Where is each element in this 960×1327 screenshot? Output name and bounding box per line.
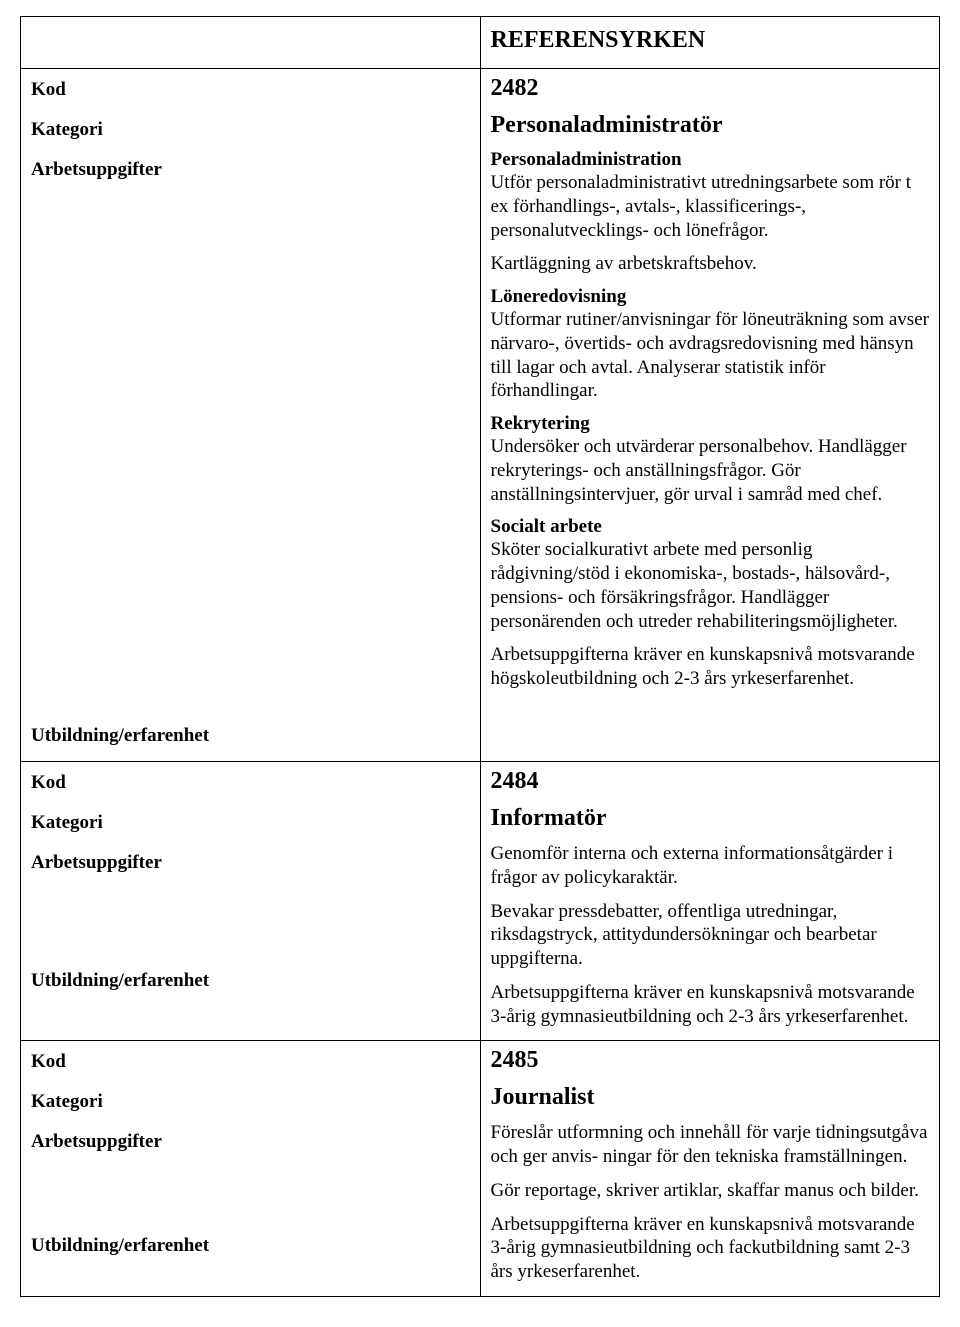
entry-1-utbildning: Arbetsuppgifterna kräver en kunskapsnivå… xyxy=(491,981,930,1029)
header-left-cell xyxy=(21,17,481,69)
entry-1-sec-0-body: Genomför interna och externa information… xyxy=(491,842,930,890)
entry-0-sec-3-heading: Rekrytering xyxy=(491,413,930,435)
entry-2-sec-0-body: Föreslår utformning och innehåll för var… xyxy=(491,1121,930,1169)
entry-2-kategori: Journalist xyxy=(491,1084,930,1111)
entry-2-left: Kod Kategori Arbetsuppgifter Utbildning/… xyxy=(21,1041,481,1297)
entry-0-sec-4-heading: Socialt arbete xyxy=(491,516,930,538)
label-kategori: Kategori xyxy=(31,812,470,834)
entry-2-utbildning: Arbetsuppgifterna kräver en kunskapsnivå… xyxy=(491,1213,930,1284)
entry-0-sec-2-heading: Löneredovisning xyxy=(491,286,930,308)
entry-2-kod: 2485 xyxy=(491,1047,930,1074)
entry-0-utbildning: Arbetsuppgifterna kräver en kunskapsnivå… xyxy=(491,643,930,691)
entry-1-right: 2484 Informatör Genomför interna och ext… xyxy=(480,762,940,1041)
entry-1-sec-1-body: Bevakar pressdebatter, offentliga utredn… xyxy=(491,900,930,971)
label-kategori: Kategori xyxy=(31,1091,470,1113)
entry-0-sec-4-body: Sköter socialkurativt arbete med personl… xyxy=(491,538,930,633)
label-kod: Kod xyxy=(31,79,470,101)
label-utbildning: Utbildning/erfarenhet xyxy=(31,725,470,747)
entry-0-sec-2-body: Utformar rutiner/anvisningar för löneutr… xyxy=(491,308,930,403)
entry-0-sec-1-body: Kartläggning av arbetskraftsbehov. xyxy=(491,252,930,276)
entry-0-kategori: Personaladministratör xyxy=(491,112,930,139)
label-arbetsuppgifter: Arbetsuppgifter xyxy=(31,1131,470,1153)
reference-occupations-table: REFERENSYRKEN Kod Kategori Arbetsuppgift… xyxy=(20,16,940,1297)
entry-2-sec-1-body: Gör reportage, skriver artiklar, skaffar… xyxy=(491,1179,930,1203)
entry-2-right: 2485 Journalist Föreslår utformning och … xyxy=(480,1041,940,1297)
entry-0-sec-3-body: Undersöker och utvärderar personalbehov.… xyxy=(491,435,930,506)
entry-0-kod: 2482 xyxy=(491,75,930,102)
page-title: REFERENSYRKEN xyxy=(491,21,930,60)
label-utbildning: Utbildning/erfarenhet xyxy=(31,970,470,992)
label-kod: Kod xyxy=(31,1051,470,1073)
label-arbetsuppgifter: Arbetsuppgifter xyxy=(31,852,470,874)
label-utbildning: Utbildning/erfarenhet xyxy=(31,1235,470,1257)
entry-0-left: Kod Kategori Arbetsuppgifter Utbildning/… xyxy=(21,69,481,762)
entry-1-kod: 2484 xyxy=(491,768,930,795)
label-kod: Kod xyxy=(31,772,470,794)
entry-1-left: Kod Kategori Arbetsuppgifter Utbildning/… xyxy=(21,762,481,1041)
label-arbetsuppgifter: Arbetsuppgifter xyxy=(31,159,470,181)
header-right-cell: REFERENSYRKEN xyxy=(480,17,940,69)
entry-0-sec-0-body: Utför personaladministrativt utredningsa… xyxy=(491,171,930,242)
entry-1-kategori: Informatör xyxy=(491,805,930,832)
entry-0-right: 2482 Personaladministratör Personaladmin… xyxy=(480,69,940,762)
entry-0-sec-0-heading: Personaladministration xyxy=(491,149,930,171)
label-kategori: Kategori xyxy=(31,119,470,141)
